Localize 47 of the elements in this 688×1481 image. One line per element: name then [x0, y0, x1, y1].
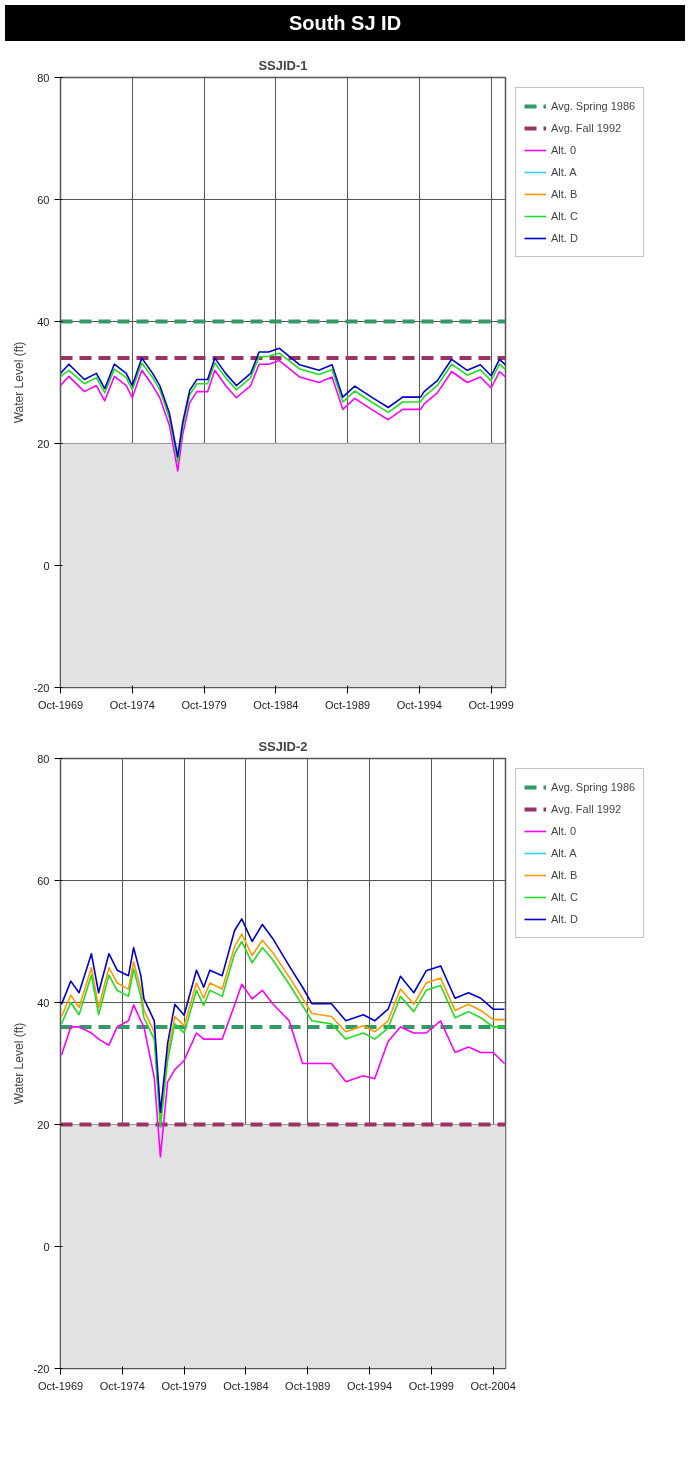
y-tick-label: 60 [37, 874, 50, 887]
x-tick-label: Oct-1969 [37, 1379, 84, 1392]
legend-label: Alt. D [551, 913, 578, 925]
legend-label: Alt. C [551, 210, 578, 222]
legend-label: Alt. D [551, 232, 578, 244]
legend-label: Alt. B [551, 869, 578, 881]
y-tick-label: 40 [37, 315, 50, 328]
legend-label: Alt. B [551, 188, 578, 200]
y-tick-label: -20 [33, 681, 50, 694]
x-tick-label: Oct-1979 [181, 698, 227, 711]
x-tick-label: Oct-2004 [470, 1379, 516, 1392]
x-tick-label: Oct-1974 [109, 698, 155, 711]
legend-label: Alt. C [551, 891, 578, 903]
y-axis-title: Water Level (ft) [11, 341, 26, 424]
y-tick-label: 0 [43, 1240, 50, 1253]
chart-title: South SJ ID [288, 11, 402, 36]
legend-label: Alt. 0 [551, 144, 577, 156]
legend-label: Avg. Spring 1986 [551, 781, 636, 793]
x-tick-label: Oct-1994 [396, 698, 442, 711]
y-tick-label: 40 [37, 996, 50, 1009]
x-tick-label: Oct-1969 [37, 698, 84, 711]
chart-subtitle: SSJID-2 [258, 738, 308, 754]
y-tick-label: 20 [37, 437, 50, 450]
y-tick-label: -20 [33, 1362, 50, 1375]
x-tick-label: Oct-1999 [408, 1379, 454, 1392]
x-tick-label: Oct-1994 [346, 1379, 393, 1392]
x-tick-label: Oct-1984 [253, 698, 299, 711]
legend-label: Avg. Spring 1986 [551, 100, 636, 112]
x-tick-label: Oct-1974 [99, 1379, 145, 1392]
legend-label: Alt. A [551, 847, 577, 859]
y-tick-label: 0 [43, 559, 50, 572]
legend-label: Avg. Fall 1992 [551, 122, 622, 134]
y-tick-label: 80 [37, 71, 50, 84]
legend-label: Avg. Fall 1992 [551, 803, 622, 815]
x-tick-label: Oct-1979 [161, 1379, 207, 1392]
chart-subtitle: SSJID-1 [258, 57, 308, 73]
x-tick-label: Oct-1984 [223, 1379, 269, 1392]
x-tick-label: Oct-1989 [324, 698, 371, 711]
y-tick-label: 20 [37, 1118, 50, 1131]
legend-label: Alt. 0 [551, 825, 577, 837]
x-tick-label: Oct-1999 [468, 698, 514, 711]
line-series [60, 983, 506, 1158]
y-tick-label: 60 [37, 193, 50, 206]
x-tick-label: Oct-1989 [285, 1379, 331, 1392]
y-axis-title: Water Level (ft) [11, 1022, 26, 1105]
y-tick-label: 80 [37, 752, 50, 765]
legend-label: Alt. A [551, 166, 577, 178]
